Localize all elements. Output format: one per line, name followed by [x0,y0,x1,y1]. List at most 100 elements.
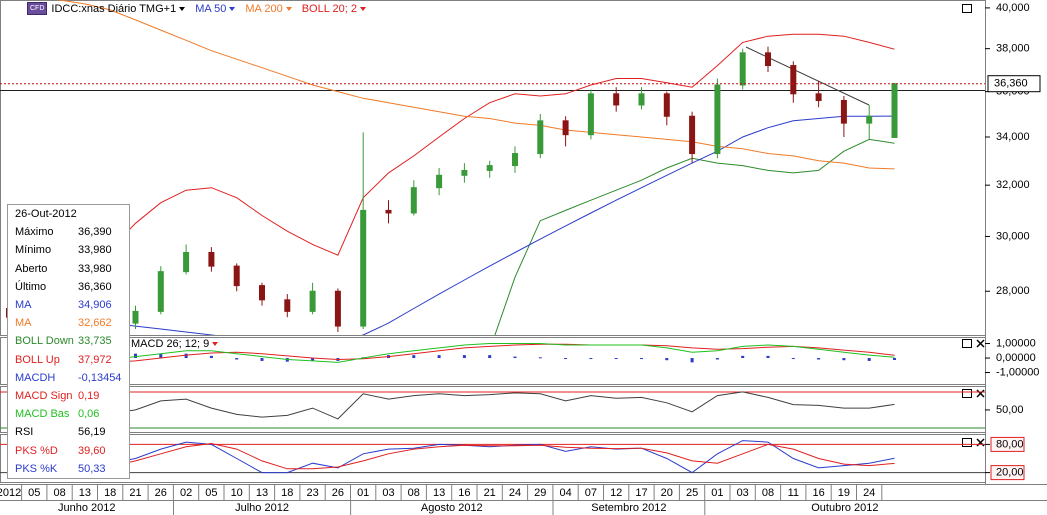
x-tick-label: 21 [484,487,496,499]
data-row: Mínimo 33,980 [8,241,129,259]
candle-body [132,310,139,324]
close-icon[interactable] [976,389,985,398]
histogram-bar [134,353,137,359]
data-value: 33,735 [78,335,112,348]
candle-body [638,93,645,106]
candle-body [183,251,190,273]
x-tick-label: 18 [104,487,116,499]
candle-body [587,93,594,136]
maximize-icon[interactable] [962,4,972,13]
bollinger-upper [8,33,895,304]
data-label: MA [15,317,32,330]
x-tick-label: 17 [635,487,647,499]
legend-item[interactable]: BOLL 20; 2 [302,3,366,15]
panel-title: MACD 26; 12; 9 [131,338,209,350]
data-row: MA 32,662 [8,314,129,332]
moving-average [56,0,895,170]
x-tick-label: 24 [863,487,875,499]
histogram-bar [766,355,770,359]
x-tick-label: 01 [711,487,723,499]
data-row: MACD Sign 0,19 [8,387,129,405]
histogram-bar [209,355,213,359]
data-value: 32,662 [78,317,112,330]
x-tick-label: 11 [788,487,799,499]
histogram-bar [715,358,719,360]
histogram-bar [538,357,542,359]
candle-body [739,52,746,86]
last-price-label: 36,360 [994,78,1028,90]
candle-body [436,174,443,189]
chart-title[interactable]: IDCC:xnas Diário TMG+1 [51,3,185,15]
x-tick-label: 08 [408,487,420,499]
data-label: MACD Sign [15,389,73,402]
data-label: Máximo [15,226,54,239]
histogram-bar [741,355,745,359]
histogram-bar [867,358,871,361]
data-value: 39,60 [78,444,106,457]
data-value: 0,19 [78,389,100,402]
histogram-bar [665,358,669,361]
x-tick-label: 03 [382,487,394,499]
histogram-bar [791,358,795,360]
candle-body [233,265,240,287]
instrument-badge: CFD [27,2,48,15]
histogram-bar [842,358,846,361]
panel-3 [0,440,985,478]
date: 26-Out-2012 [15,208,77,221]
histogram-bar [817,358,821,360]
candle-body [866,115,873,124]
tick-label-box [990,436,1025,452]
candle-body [613,93,620,106]
x-tick-label: 25 [686,487,698,499]
x-tick-label: 26 [332,487,344,499]
y-tick-label: 32,000 [996,179,1030,191]
y-tick-label: 28,000 [996,285,1030,297]
data-value: 36,390 [78,226,112,239]
data-label: BOLL Up [15,353,60,366]
indicator-line [8,442,895,476]
maximize-icon[interactable] [962,438,972,447]
data-label: MACD Bas [15,408,70,421]
date-row: 26-Out-2012 [8,205,129,223]
last-price-box [987,75,1041,93]
y-tick-label: 38,000 [996,43,1030,55]
data-window: 26-Out-2012 Máximo 36,390 Mínimo 33,980 Aber… [7,204,130,479]
candle-body [259,285,265,301]
maximize-icon[interactable] [962,339,972,348]
month-label: Agosto 2012 [421,502,483,514]
x-tick-label: 2012 [0,487,21,499]
indicator-line [8,343,895,368]
histogram-bar [640,358,643,360]
y-tick-label: -1,00000 [996,366,1039,378]
maximize-icon[interactable] [962,389,972,398]
legend-item[interactable]: MA 200 [245,3,291,15]
x-tick-label: 29 [534,487,546,499]
data-value: 36,360 [78,280,112,293]
candle-body [537,120,544,155]
data-value: 56,19 [78,426,106,439]
dropdown-icon [212,342,218,346]
data-row: BOLL Up 37,972 [8,351,129,369]
data-value: 34,906 [78,299,112,312]
legend-item[interactable]: MA 50 [195,3,235,15]
data-row: PKS %K 50,33 [8,460,129,478]
data-row: MACDH -0,13454 [8,369,129,387]
histogram-bar [690,358,694,363]
histogram-bar [260,358,264,361]
x-tick-label: 21 [129,487,141,499]
month-label: Julho 2012 [235,502,289,514]
histogram-bar [589,358,593,360]
histogram-bar [488,355,492,359]
month-label: Setembro 2012 [591,502,666,514]
data-row: Máximo 36,390 [8,223,129,241]
data-label: MACDH [15,371,56,384]
month-label: Outubro 2012 [811,502,878,514]
data-row: RSI 56,19 [8,423,129,441]
panel-icons[interactable] [962,4,985,447]
x-tick-label: 04 [559,487,571,499]
moving-average [8,115,895,335]
indicator-line [8,343,895,366]
close-icon[interactable] [976,339,985,348]
data-label: PKS %K [15,462,58,475]
x-tick-label: 03 [737,487,749,499]
